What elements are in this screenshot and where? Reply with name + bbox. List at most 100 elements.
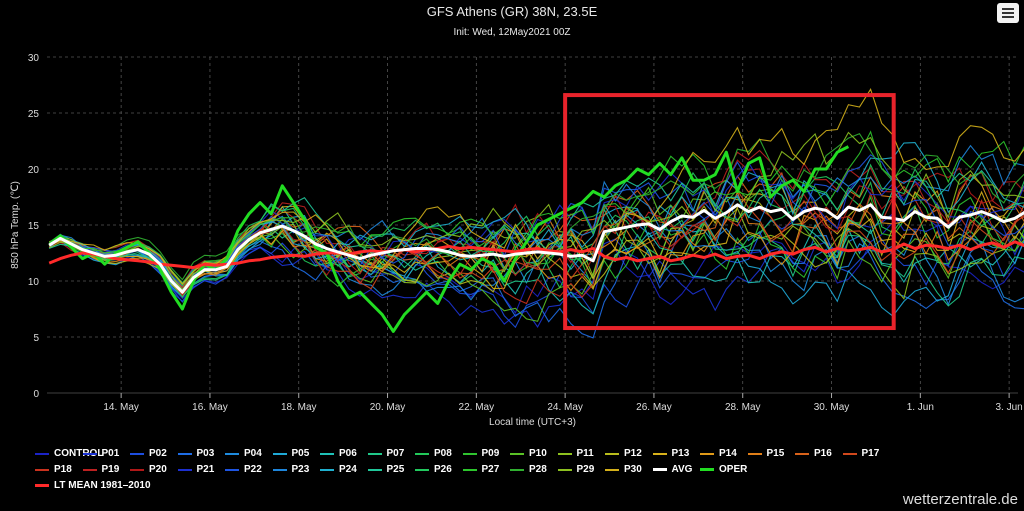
legend-label: P18 [54,464,72,475]
legend-label: OPER [719,464,747,475]
y-axis-label: 850 hPa Temp. (℃) [10,181,21,269]
x-tick-label: 30. May [814,402,850,413]
legend-line-icon [415,469,429,471]
legend-label: P27 [482,464,500,475]
legend-label: P14 [719,448,737,459]
legend-item[interactable]: P05 [273,448,310,459]
legend-label: P26 [434,464,452,475]
y-tick-label: 0 [33,389,39,400]
legend-item[interactable]: P22 [225,464,262,475]
x-tick-label: 22. May [459,402,495,413]
legend-item[interactable]: AVG [653,464,693,475]
legend-line-icon [273,469,287,471]
x-tick-label: 28. May [725,402,761,413]
legend-item[interactable]: P06 [320,448,357,459]
x-tick-label: 26. May [636,402,672,413]
legend-item[interactable]: P23 [273,464,310,475]
y-tick-label: 25 [28,109,40,120]
legend-line-icon [273,453,287,455]
legend-label: P09 [482,448,500,459]
x-tick-label: 16. May [192,402,228,413]
legend-line-icon [35,453,49,455]
legend-item[interactable]: P30 [605,464,642,475]
x-tick-label: 1. Jun [907,402,934,413]
legend-item[interactable]: P12 [605,448,642,459]
legend-line-icon [700,453,714,455]
legend-item[interactable]: P29 [558,464,595,475]
legend-line-icon [83,469,97,471]
legend-label: P05 [292,448,310,459]
legend-item[interactable]: P09 [463,448,500,459]
legend-line-icon [558,469,572,471]
legend-line-icon [35,469,49,471]
legend-line-icon [463,469,477,471]
legend-item[interactable]: P26 [415,464,452,475]
legend-label: P04 [244,448,262,459]
legend-label: P23 [292,464,310,475]
x-tick-label: 20. May [370,402,406,413]
legend-label: P12 [624,448,642,459]
legend-line-icon [843,453,857,455]
legend-item[interactable]: LT MEAN 1981–2010 [35,480,151,491]
legend-item[interactable]: P20 [130,464,167,475]
legend-line-icon [558,453,572,455]
legend-label: LT MEAN 1981–2010 [54,480,151,491]
legend-line-icon [653,453,667,455]
legend-line-icon [605,469,619,471]
legend-line-icon [795,453,809,455]
legend-item[interactable]: P07 [368,448,405,459]
legend-item[interactable]: P15 [748,448,785,459]
legend-line-icon [510,469,524,471]
y-tick-label: 30 [28,53,40,64]
legend-label: P07 [387,448,405,459]
legend-item[interactable]: P14 [700,448,737,459]
legend-item[interactable]: P19 [83,464,120,475]
legend-line-icon [368,469,382,471]
legend-line-icon [35,484,49,487]
legend-item[interactable]: P18 [35,464,72,475]
legend-label: P30 [624,464,642,475]
x-tick-label: 24. May [547,402,583,413]
legend-item[interactable]: P13 [653,448,690,459]
legend-label: P16 [814,448,832,459]
legend-line-icon [415,453,429,455]
legend-line-icon [320,469,334,471]
y-tick-label: 10 [28,277,40,288]
legend-item[interactable]: P17 [843,448,880,459]
legend-label: P08 [434,448,452,459]
legend-line-icon [83,453,97,455]
legend-item[interactable]: P21 [178,464,215,475]
legend-label: P11 [577,448,594,459]
legend-label: P22 [244,464,262,475]
legend-item[interactable]: P04 [225,448,262,459]
legend-item[interactable]: P28 [510,464,547,475]
legend-item[interactable]: P27 [463,464,500,475]
legend-label: P19 [102,464,120,475]
x-tick-label: 18. May [281,402,317,413]
legend-item[interactable]: P03 [178,448,215,459]
legend-item[interactable]: P08 [415,448,452,459]
legend-item[interactable]: P16 [795,448,832,459]
legend-item[interactable]: P11 [558,448,594,459]
legend-label: P24 [339,464,357,475]
x-tick-label: 14. May [103,402,139,413]
legend-item[interactable]: OPER [700,464,747,475]
y-tick-label: 20 [28,165,40,176]
legend-item[interactable]: P24 [320,464,357,475]
legend-item[interactable]: P01 [83,448,120,459]
y-tick-label: 15 [28,221,40,232]
legend-label: P29 [577,464,595,475]
legend-label: AVG [672,464,693,475]
legend-label: P25 [387,464,405,475]
legend-item[interactable]: P25 [368,464,405,475]
legend-line-icon [605,453,619,455]
legend-item[interactable]: P10 [510,448,547,459]
legend-line-icon [130,469,144,471]
legend-label: P01 [102,448,120,459]
legend-line-icon [320,453,334,455]
legend-item[interactable]: P02 [130,448,167,459]
legend-label: P10 [529,448,547,459]
x-tick-label: 3. Jun [995,402,1022,413]
legend-line-icon [510,453,524,455]
legend-label: P02 [149,448,167,459]
